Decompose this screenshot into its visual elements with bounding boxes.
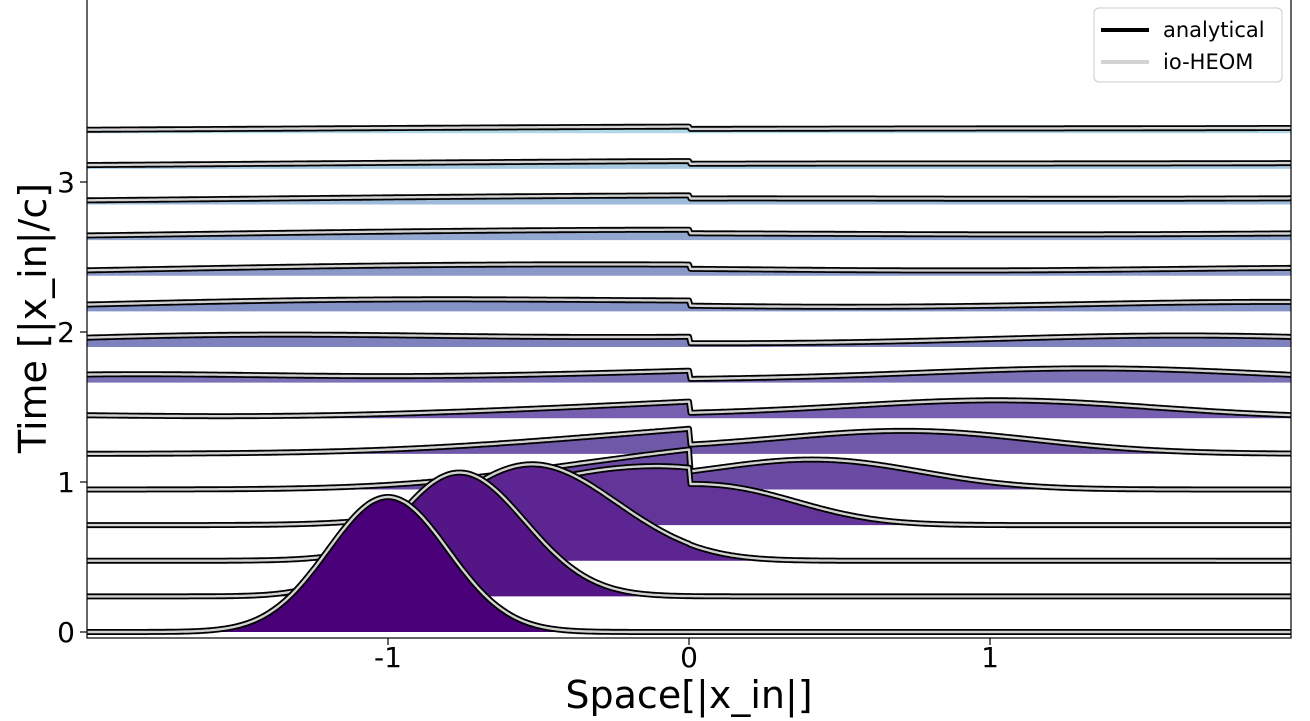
ridge-layers: [87, 123, 1291, 635]
y-tick-label-3: 3: [57, 166, 75, 199]
io-heom-line-1: [87, 471, 1291, 598]
ridge-layer-7: [87, 365, 1291, 383]
ridge-layer-6: [87, 397, 1291, 420]
y-tick-label-2: 2: [57, 316, 75, 349]
io-heom-line-12: [87, 194, 1291, 202]
io-heom-line-14: [87, 125, 1291, 131]
io-heom-line-9: [87, 298, 1291, 308]
y-axis-label: Time [|x_in|/c]: [11, 183, 56, 454]
legend-label-analytical: analytical: [1163, 18, 1265, 42]
io-heom-line-2: [87, 463, 1291, 562]
ridge-layer-14: [87, 123, 1291, 134]
legend-label-io-heom: io-HEOM: [1163, 50, 1253, 74]
io-heom-line-5: [87, 427, 1291, 455]
x-tick-label-0: -1: [374, 641, 402, 674]
io-heom-line-10: [87, 263, 1291, 272]
ridge-layer-5: [87, 425, 1291, 457]
ridge-fill-0: [87, 497, 1291, 632]
y-tick-label-1: 1: [57, 466, 75, 499]
io-heom-line-0: [87, 495, 1291, 634]
x-axis-label: Space[|x_in|]: [565, 673, 812, 718]
ridge-layer-10: [87, 261, 1291, 276]
io-heom-line-13: [87, 159, 1291, 167]
ridge-fill-3: [87, 466, 1291, 526]
y-tick-label-0: 0: [57, 616, 75, 649]
x-axis-ticks: -1 0 1: [374, 638, 999, 674]
io-heom-line-4: [87, 448, 1291, 491]
x-tick-label-2: 1: [981, 641, 999, 674]
ridge-layer-8: [87, 331, 1291, 347]
io-heom-line-6: [87, 399, 1291, 418]
ridge-layer-3: [87, 463, 1291, 529]
ridge-layer-9: [87, 296, 1291, 312]
ridge-layer-13: [87, 158, 1291, 169]
io-heom-line-7: [87, 367, 1291, 381]
y-axis-ticks: 0 1 2 3: [57, 166, 87, 649]
legend: analytical io-HEOM: [1093, 7, 1283, 83]
ridge-layer-2: [87, 461, 1291, 564]
io-heom-line-8: [87, 333, 1291, 345]
ridge-layer-11: [87, 226, 1291, 241]
ridge-layer-12: [87, 192, 1291, 205]
io-heom-line-11: [87, 228, 1291, 237]
ridge-layer-0: [87, 494, 1291, 635]
x-tick-label-1: 0: [680, 641, 698, 674]
io-heom-line-3: [87, 464, 1291, 527]
